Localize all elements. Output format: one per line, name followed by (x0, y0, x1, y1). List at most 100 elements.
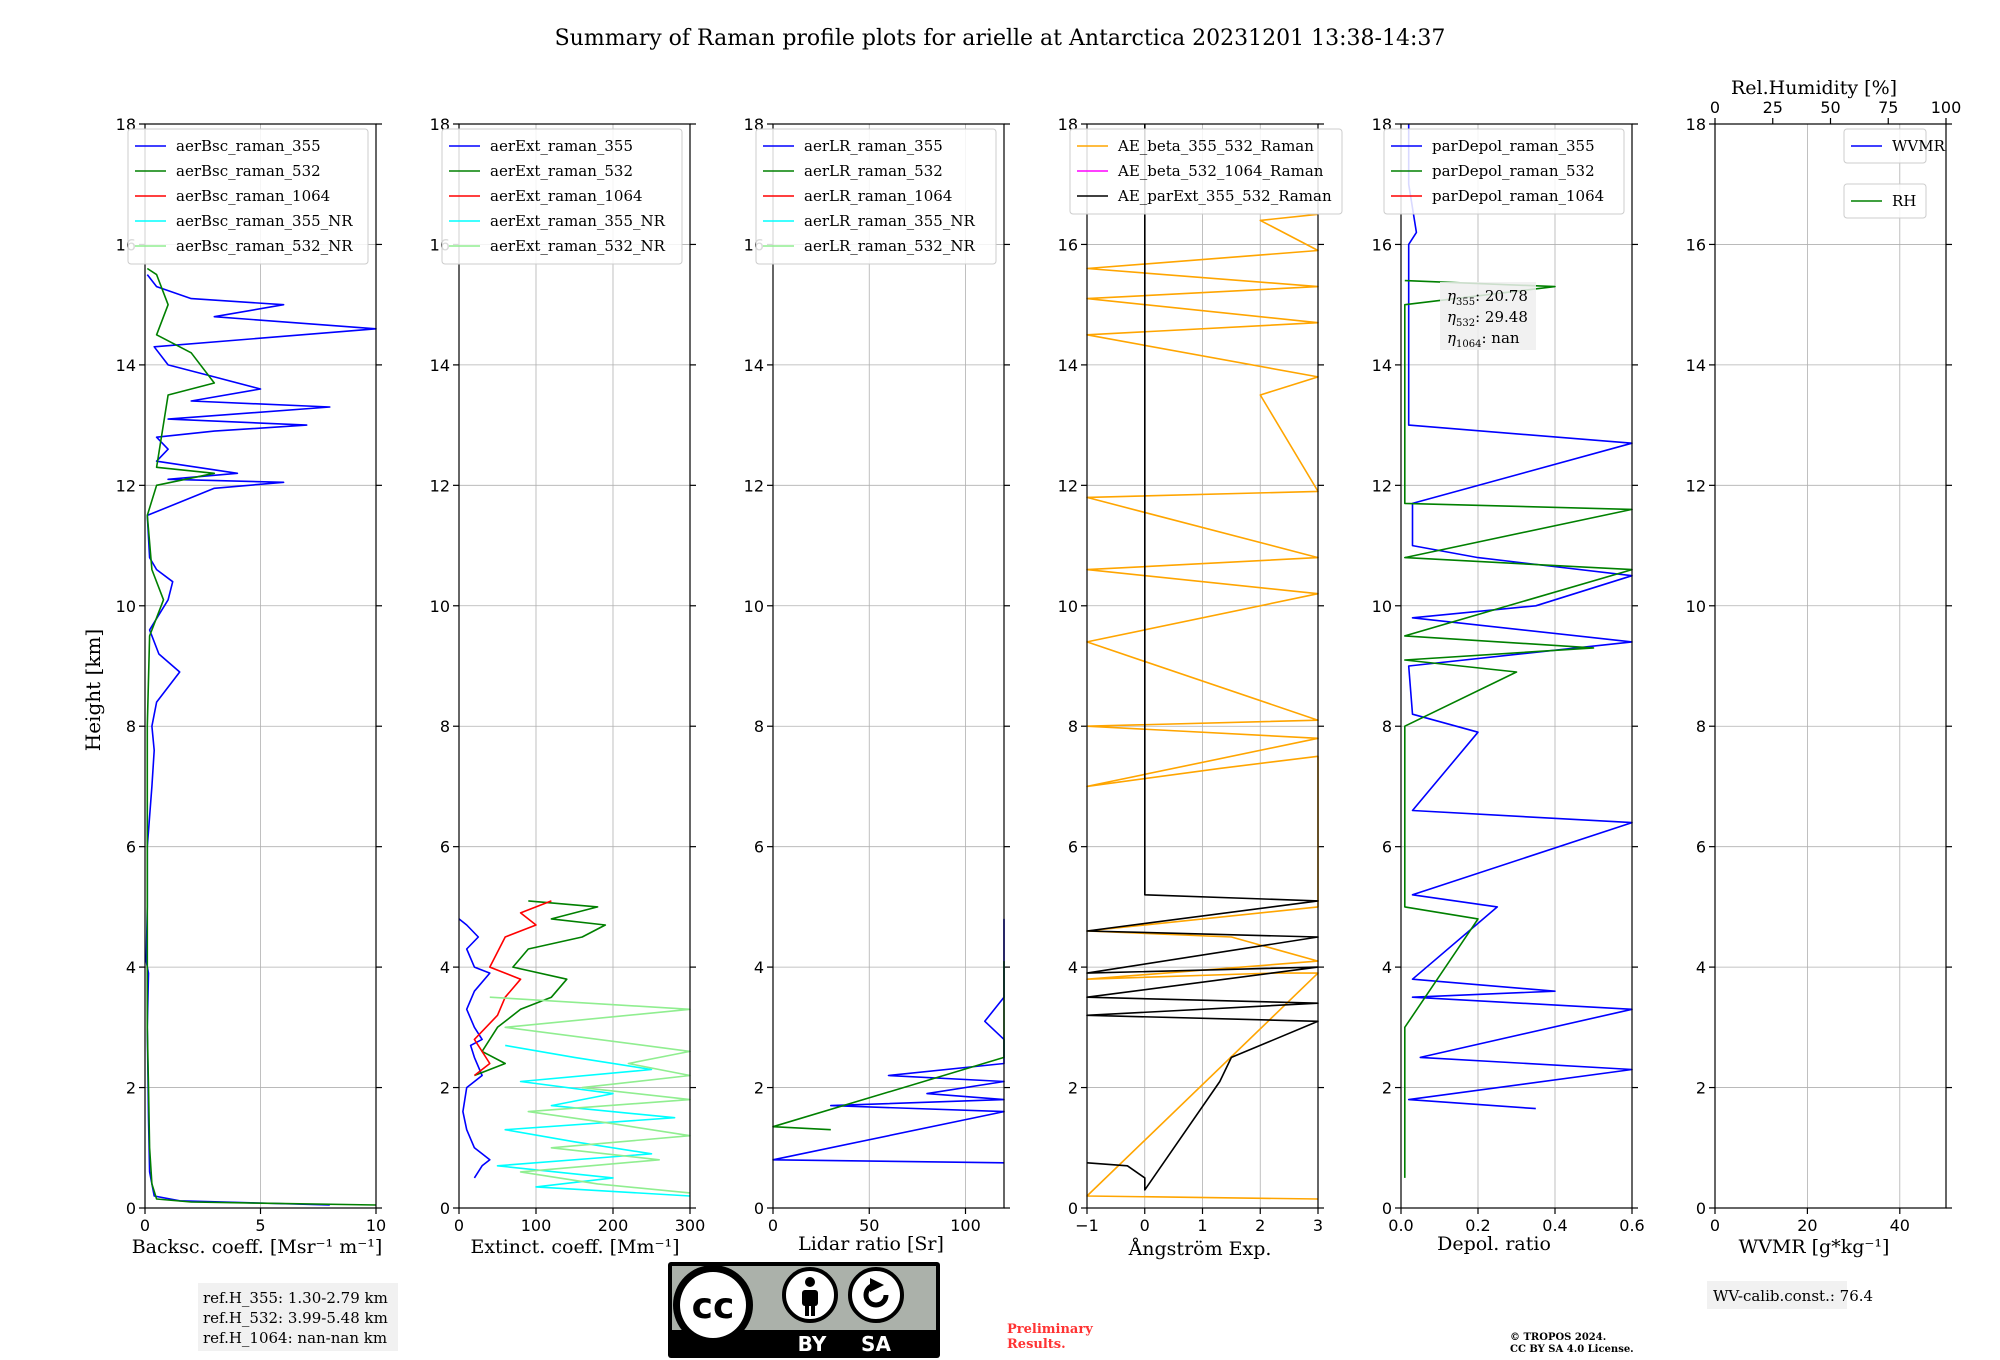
y-tick-label: 2 (1068, 1079, 1078, 1098)
legend-label: aerExt_raman_532 (490, 162, 633, 180)
axes-frame (1086, 123, 1319, 1209)
panel-angstrom: −1 0 1 2 3024681012141618AE_beta_355_532_Ram… (1058, 115, 1343, 1235)
x-label-extinction: Extinct. coeff. [Mm⁻¹] (470, 1236, 679, 1258)
top-x-tick-label: 50 (1820, 98, 1840, 117)
y-tick-label: 14 (1058, 356, 1078, 375)
x-label-lidar-ratio: Lidar ratio [Sr] (798, 1233, 944, 1255)
y-tick-label: 16 (1372, 235, 1392, 254)
y-tick-label: 6 (126, 838, 136, 857)
series-line-aerExt_raman_355 (458, 918, 491, 1179)
x-tick-label: 100 (950, 1216, 981, 1235)
y-tick-label: 14 (1686, 356, 1706, 375)
legend-label: aerBsc_raman_532 (176, 162, 321, 180)
series-line-aerExt_raman_532 (474, 900, 607, 1077)
y-tick-label: 10 (430, 597, 450, 616)
wv-calib-box: WV-calib.const.: 76.4 (1707, 1281, 1873, 1309)
legend-box (127, 128, 369, 265)
legend-label: aerBsc_raman_1064 (176, 187, 330, 205)
legend-label: parDepol_raman_355 (1432, 137, 1595, 155)
copyright-line-1: © TROPOS 2024. (1510, 1332, 1606, 1343)
x-label-depol: Depol. ratio (1437, 1233, 1551, 1255)
legend-box (1843, 183, 1927, 219)
y-tick-label: 12 (1686, 476, 1706, 495)
legend-label: aerLR_raman_532_NR (804, 237, 975, 255)
y-tick-label: 6 (1068, 838, 1078, 857)
y-tick-label: 0 (1696, 1199, 1706, 1218)
ref-h-1064: ref.H_1064: nan-nan km (203, 1329, 387, 1347)
panel-extinction: 0 100 200 300024681012141618aerExt_raman_35… (430, 115, 706, 1235)
y-tick-label: 2 (754, 1079, 764, 1098)
share-alike-icon (848, 1267, 904, 1323)
top-x-tick-label: 75 (1878, 98, 1898, 117)
axes-frame (458, 123, 691, 1209)
y-tick-label: 2 (1382, 1079, 1392, 1098)
eta-355: η355: 20.78 (1447, 287, 1528, 308)
cc-license-logo: cc BY SA (668, 1262, 940, 1358)
y-tick-label: 0 (1382, 1199, 1392, 1218)
y-tick-label: 10 (1058, 597, 1078, 616)
y-tick-label: 6 (1696, 838, 1706, 857)
panel-backscatter: 0 5 10024681012141618aerBsc_raman_355aerBs… (116, 115, 387, 1235)
y-tick-label: 8 (1382, 717, 1392, 736)
cc-glyph: cc (692, 1286, 735, 1327)
legend-box (1069, 128, 1343, 215)
series-line-aerLR_raman_532 (772, 961, 1005, 1131)
legend-label: aerBsc_raman_532_NR (176, 237, 353, 255)
y-tick-label: 4 (1382, 958, 1392, 977)
x-tick-label: 200 (598, 1216, 629, 1235)
y-tick-label: 14 (744, 356, 764, 375)
y-tick-label: 8 (754, 717, 764, 736)
y-tick-label: 0 (1068, 1199, 1078, 1218)
legend-box (441, 128, 683, 265)
x-tick-label: 1 (1197, 1216, 1207, 1235)
eta-532: η532: 29.48 (1447, 308, 1528, 329)
legend-label: WVMR (1892, 137, 1946, 155)
series-line-aerExt_raman_1064 (473, 900, 552, 1077)
panel-wv: 0 20 40 0 25 50 75 100 0 2 4 6 8 10 12 14 16 18 WVMR RH (1686, 98, 1962, 1235)
x-tick-label: 20 (1797, 1216, 1817, 1235)
legend-box (755, 128, 997, 265)
y-tick-label: 8 (1068, 717, 1078, 736)
legend-label: aerLR_raman_355 (804, 137, 943, 155)
y-tick-label: 4 (440, 958, 450, 977)
y-tick-label: 6 (1382, 838, 1392, 857)
y-tick-label: 4 (754, 958, 764, 977)
y-tick-label: 8 (126, 717, 136, 736)
x-tick-label: 3 (1313, 1216, 1323, 1235)
legend-label: aerLR_raman_1064 (804, 187, 952, 205)
x-tick-label: 50 (859, 1216, 879, 1235)
series-line-aerExt_raman_355_NR (496, 1044, 691, 1197)
ref-h-355: ref.H_355: 1.30-2.79 km (203, 1289, 388, 1307)
series-line-aerLR_raman_355 (772, 918, 1005, 1164)
x-tick-label: 100 (521, 1216, 552, 1235)
ref-h-532: ref.H_532: 3.99-5.48 km (203, 1309, 388, 1327)
y-tick-label: 2 (1696, 1079, 1706, 1098)
x-tick-label: 0 (1710, 1216, 1720, 1235)
legend-label: RH (1892, 192, 1916, 210)
panel-depol: 0.0 0.2 0.4 0.6024681012141618parDepol_rama… (1372, 115, 1645, 1235)
x-tick-label: 40 (1890, 1216, 1910, 1235)
y-tick-label: 12 (430, 476, 450, 495)
y-tick-label: 12 (1058, 476, 1078, 495)
eta-annotation-box: η355: 20.78 η532: 29.48 η1064: nan (1440, 282, 1536, 350)
legend-label: aerBsc_raman_355 (176, 137, 321, 155)
x-tick-label: 0.0 (1388, 1216, 1413, 1235)
legend-label: AE_parExt_355_532_Raman (1117, 187, 1332, 205)
legend-label: parDepol_raman_532 (1432, 162, 1595, 180)
series-line-aerExt_raman_532_NR (489, 996, 691, 1194)
y-tick-label: 8 (1696, 717, 1706, 736)
x-tick-label: 0 (768, 1216, 778, 1235)
y-tick-label: 4 (1696, 958, 1706, 977)
y-axis-label: Height [km] (81, 629, 105, 751)
y-tick-label: 8 (440, 717, 450, 736)
y-tick-label: 16 (1058, 235, 1078, 254)
sa-label: SA (861, 1332, 891, 1356)
x-tick-label: 0 (1140, 1216, 1150, 1235)
axes-frame (144, 123, 377, 1209)
top-x-label-rh: Rel.Humidity [%] (1731, 77, 1897, 99)
legend-label: aerExt_raman_355_NR (490, 212, 666, 230)
series-line-parDepol_raman_532 (1404, 279, 1633, 1178)
wv-calib-const: WV-calib.const.: 76.4 (1713, 1287, 1873, 1305)
figure-title: Summary of Raman profile plots for ariel… (555, 26, 1446, 51)
